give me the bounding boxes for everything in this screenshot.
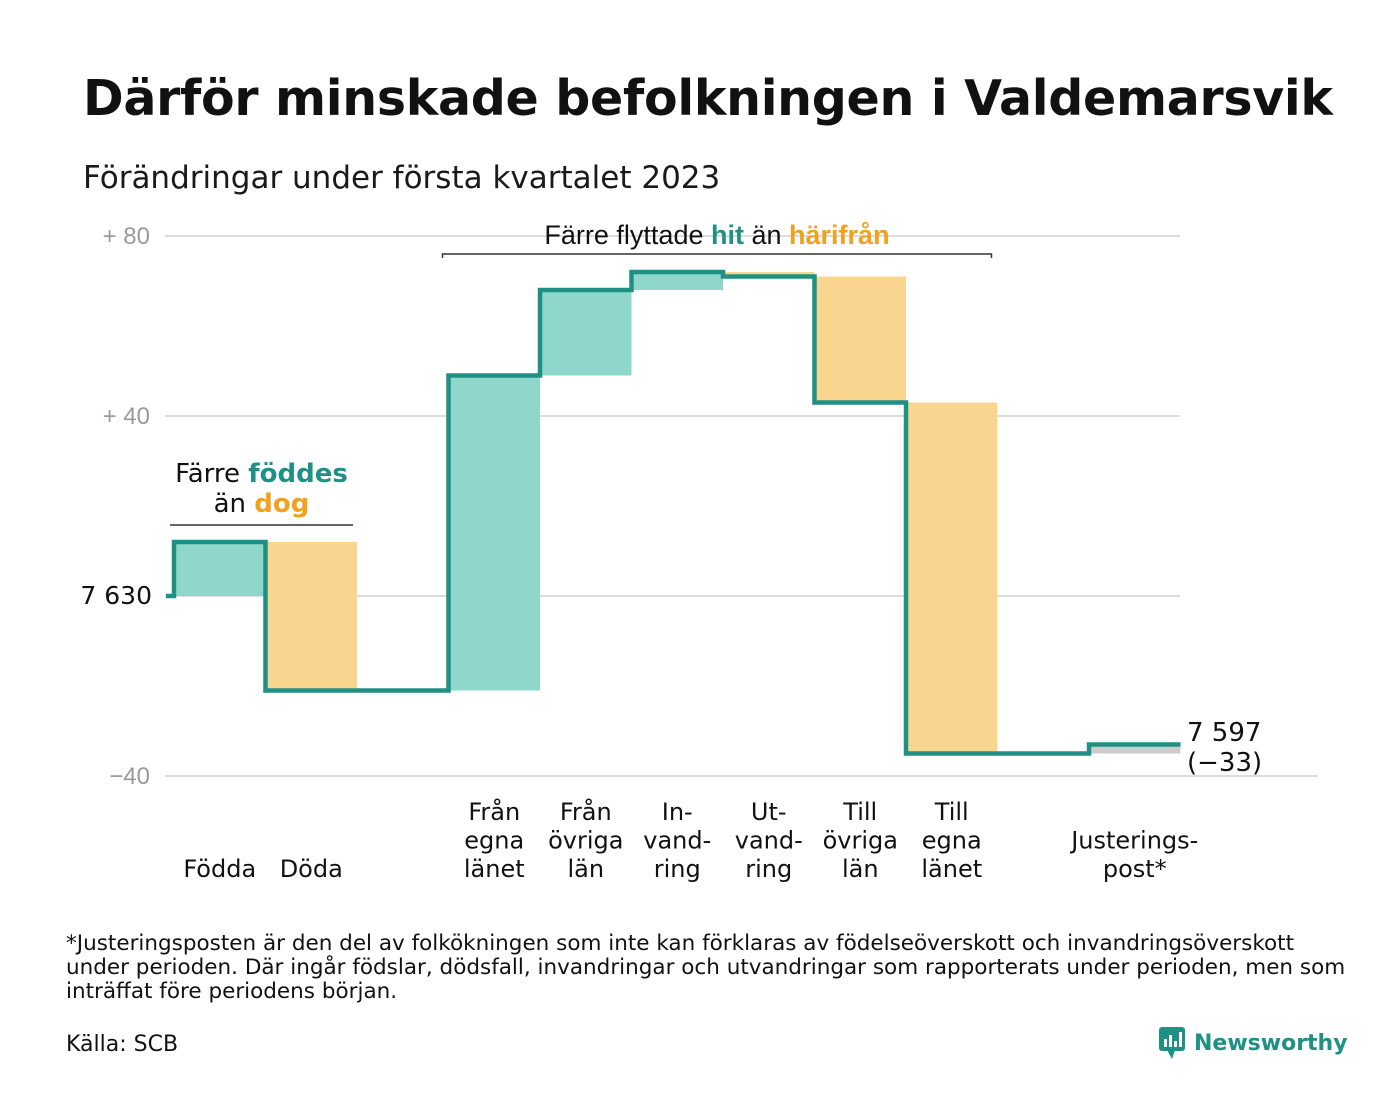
- annotation-text-part: Färre: [175, 459, 248, 489]
- annotation-text-part: än: [744, 220, 789, 250]
- grid-lines: [165, 235, 1318, 777]
- source-note: Källa: SCB: [66, 1032, 179, 1057]
- category-label: Justerings-: [1069, 827, 1198, 855]
- bar: [174, 542, 266, 596]
- category-label: In-: [662, 798, 693, 826]
- bar: [540, 290, 632, 376]
- y-tick-label: + 80: [103, 223, 150, 250]
- category-label: Döda: [280, 855, 343, 883]
- category-label: län: [567, 855, 604, 883]
- annotation-text-part: dog: [254, 489, 309, 519]
- bar: [906, 402, 998, 754]
- category-label: egna: [464, 827, 524, 855]
- y-tick-label: −40: [109, 763, 150, 790]
- bars: [174, 272, 1181, 754]
- end-label-change: (−33): [1187, 748, 1262, 778]
- brand-name: Newsworthy: [1194, 1030, 1348, 1056]
- category-label: egna: [922, 827, 982, 855]
- annotation-bracket: [441, 253, 993, 258]
- annotation-text-part: Färre flyttade: [544, 220, 711, 250]
- category-label: länet: [464, 855, 525, 883]
- annotation-births-line1: Färre föddes: [175, 459, 348, 489]
- newsworthy-logo-icon: [1159, 1027, 1185, 1059]
- waterfall-chart: + 80+ 407 630−40 Födda DödaFrånegnalänetF…: [80, 220, 1318, 883]
- y-tick-label: + 40: [103, 403, 150, 430]
- end-label: 7 597 (−33): [1187, 718, 1262, 778]
- brand: Newsworthy: [1158, 1026, 1348, 1060]
- category-label: Ut-: [751, 798, 787, 826]
- end-label-value: 7 597: [1187, 718, 1261, 748]
- category-label: Till: [934, 798, 969, 826]
- category-label: övriga: [823, 827, 898, 855]
- category-label: vand-: [735, 827, 803, 855]
- y-tick-label: 7 630: [80, 581, 152, 610]
- chart-title: Därför minskade befolkningen i Valdemars…: [83, 70, 1333, 127]
- category-label: post*: [1103, 855, 1167, 883]
- annotation-text-part: föddes: [248, 459, 348, 489]
- category-label: län: [842, 855, 879, 883]
- annotation-text-part: härifrån: [789, 220, 890, 250]
- category-label: ring: [745, 855, 792, 883]
- bar: [631, 272, 723, 290]
- bar: [1089, 744, 1181, 754]
- category-label: Födda: [183, 855, 256, 883]
- annotation-births-line2: än dog: [214, 489, 310, 519]
- annotation-text-part: än: [214, 489, 255, 519]
- y-axis-ticks: + 80 + 40 7 630 −40: [80, 223, 152, 790]
- annotation-text-part: hit: [711, 220, 744, 250]
- annotation-moves: Färre flyttade hit än härifrån: [544, 220, 889, 250]
- category-label: ring: [654, 855, 701, 883]
- category-label: länet: [921, 855, 982, 883]
- chart-subtitle: Förändringar under första kvartalet 2023: [83, 160, 721, 196]
- category-labels: Födda DödaFrånegnalänetFrånövrigalänIn-va…: [183, 797, 1198, 883]
- population-step-line: [166, 269, 1181, 756]
- category-label: Från: [468, 797, 520, 826]
- category-label: Från: [560, 797, 612, 826]
- category-label: Till: [842, 798, 877, 826]
- category-label: övriga: [548, 827, 623, 855]
- category-label: vand-: [643, 827, 711, 855]
- bar: [265, 542, 357, 691]
- bar: [814, 276, 906, 403]
- bar: [448, 375, 540, 691]
- footnote: *Justeringsposten är den del av folkökni…: [66, 931, 1346, 1004]
